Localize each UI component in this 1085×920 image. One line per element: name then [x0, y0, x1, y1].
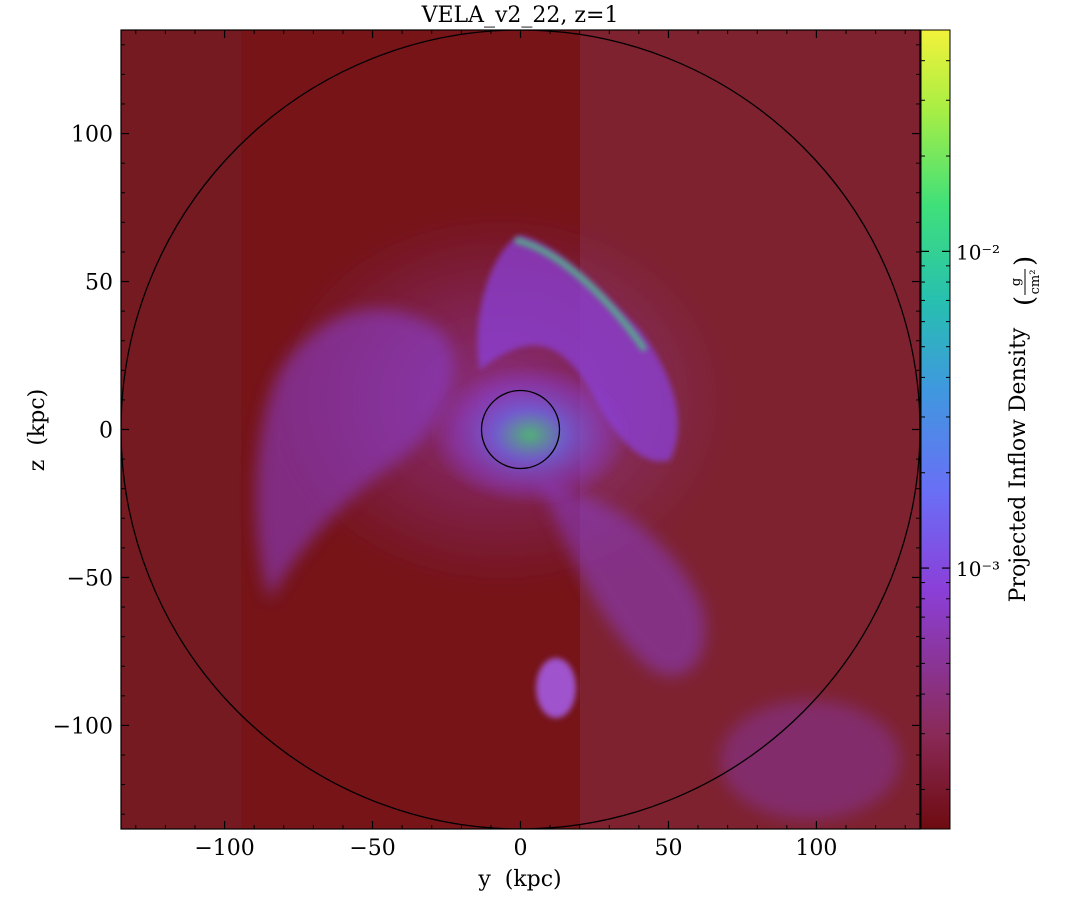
left-field-tint [121, 30, 241, 829]
y-tick-label: −50 [67, 566, 113, 591]
colorbar-unit-open-paren: ( [1010, 296, 1040, 306]
colorbar-ticks: 10⁻³ 10⁻² [921, 29, 1000, 790]
colorbar-gradient [920, 29, 951, 830]
x-tick-label: 50 [654, 836, 682, 861]
colorbar-tick-label: 10⁻² [956, 240, 1000, 264]
colorbar-unit: ( g cm² ) [1009, 256, 1043, 306]
colorbar-tick-label: 10⁻³ [956, 557, 1000, 581]
inner-circle [480, 389, 561, 470]
colorbar-unit-close-paren: ) [1010, 256, 1040, 266]
y-tick-label: 0 [99, 419, 113, 444]
inflow-stream-edge [514, 237, 648, 352]
y-axis-label: z (kpc) [25, 389, 50, 471]
x-tick-label: −50 [349, 836, 395, 861]
colorbar-unit-numerator: g [1009, 278, 1024, 286]
inflow-stream-lower [540, 480, 706, 677]
x-tick-label: 0 [514, 836, 528, 861]
colorbar: 10⁻³ 10⁻² Projected Inflow Density ( g cm… [920, 29, 1043, 830]
colorbar-label: Projected Inflow Density [1006, 327, 1031, 602]
blob-south [536, 658, 576, 718]
inflow-stream-left [256, 309, 455, 600]
faint-lower-right [720, 700, 900, 820]
inflow-stream-upper [477, 235, 679, 462]
x-tick-label: −100 [194, 836, 254, 861]
x-axis: −100 −50 0 50 100 [135, 30, 906, 861]
chart-title: VELA_v2_22, z=1 [421, 3, 619, 28]
inner-core [430, 365, 630, 505]
density-map [121, 30, 920, 829]
y-axis: −100 −50 0 50 100 [53, 44, 920, 815]
x-tick-label: 100 [795, 836, 837, 861]
colorbar-unit-denominator: cm² [1028, 270, 1043, 295]
y-tick-label: 100 [71, 123, 113, 148]
y-tick-label: 50 [85, 271, 113, 296]
x-axis-label: y (kpc) [477, 867, 561, 892]
y-tick-label: −100 [53, 714, 113, 739]
